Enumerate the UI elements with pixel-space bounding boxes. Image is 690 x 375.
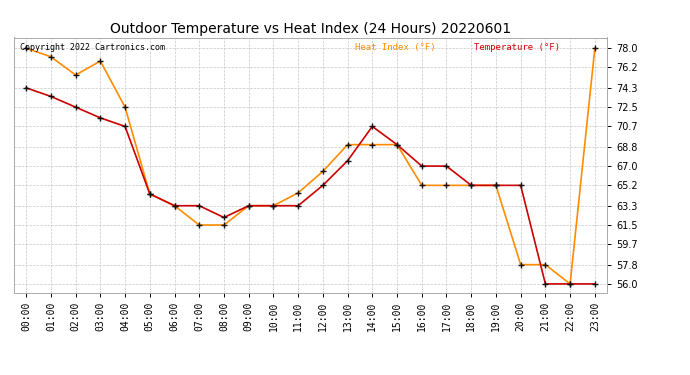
Title: Outdoor Temperature vs Heat Index (24 Hours) 20220601: Outdoor Temperature vs Heat Index (24 Ho… (110, 22, 511, 36)
Text: Temperature (°F): Temperature (°F) (474, 43, 560, 52)
Text: Copyright 2022 Cartronics.com: Copyright 2022 Cartronics.com (20, 43, 165, 52)
Text: Heat Index (°F): Heat Index (°F) (355, 43, 435, 52)
